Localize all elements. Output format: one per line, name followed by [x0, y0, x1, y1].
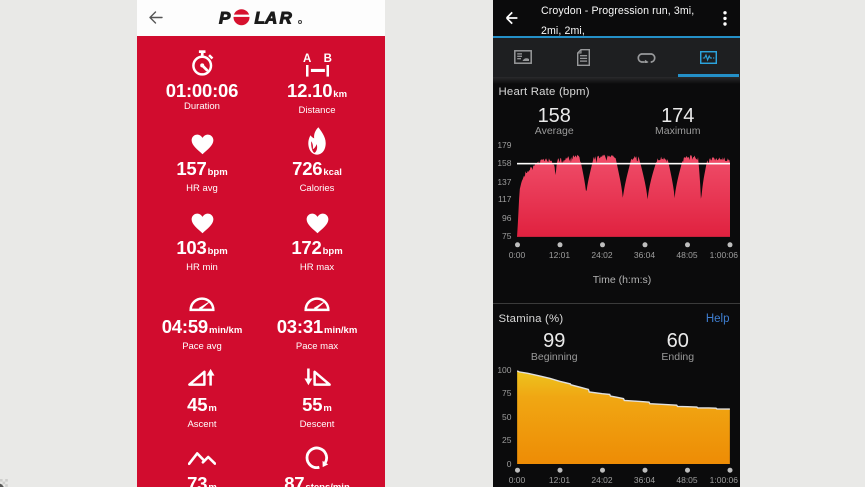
svg-text:L: L — [254, 8, 264, 27]
svg-text:A: A — [264, 8, 277, 27]
svg-text:R: R — [279, 8, 292, 27]
svg-text:A: A — [303, 53, 311, 65]
svg-text:B: B — [324, 53, 332, 65]
svg-text:P: P — [219, 8, 231, 27]
